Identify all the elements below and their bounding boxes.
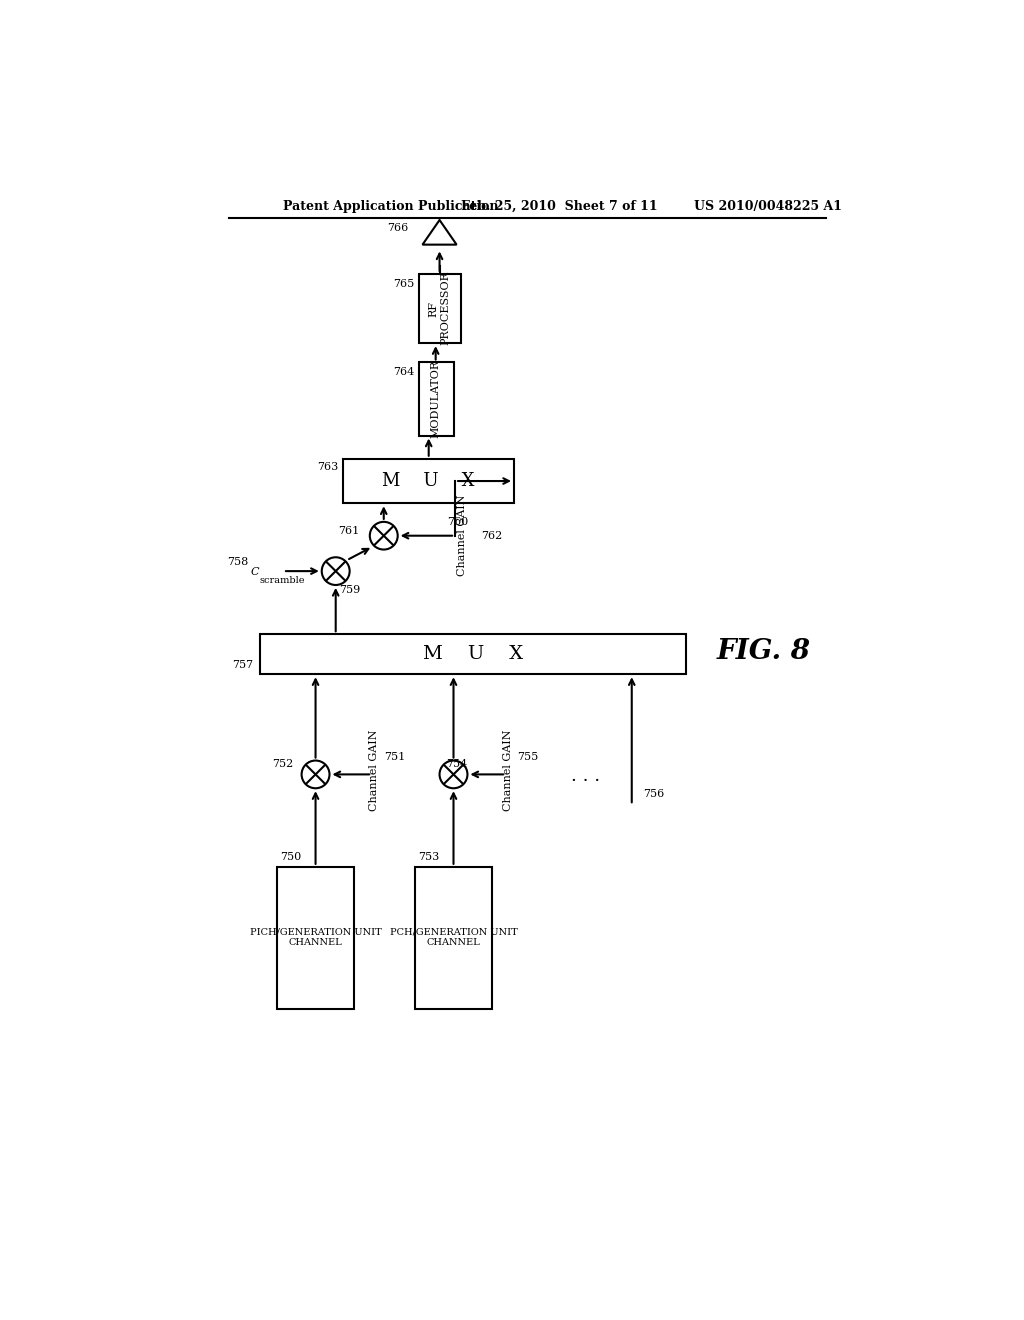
Text: 759: 759 bbox=[340, 585, 360, 595]
Text: 766: 766 bbox=[387, 223, 409, 232]
Text: 757: 757 bbox=[232, 660, 254, 671]
Text: FIG. 8: FIG. 8 bbox=[717, 638, 811, 665]
Text: scramble: scramble bbox=[260, 576, 305, 585]
Text: RF
PROCESSOR: RF PROCESSOR bbox=[429, 272, 451, 346]
Text: M    U    X: M U X bbox=[382, 473, 475, 490]
Text: 756: 756 bbox=[643, 789, 665, 800]
Text: . . .: . . . bbox=[570, 767, 600, 785]
Text: 753: 753 bbox=[418, 853, 439, 862]
Text: Feb. 25, 2010  Sheet 7 of 11: Feb. 25, 2010 Sheet 7 of 11 bbox=[461, 199, 657, 213]
Text: 755: 755 bbox=[517, 752, 539, 763]
Bar bbox=[415, 867, 493, 1010]
Bar bbox=[419, 363, 454, 436]
Text: PCH/GENERATION UNIT
CHANNEL: PCH/GENERATION UNIT CHANNEL bbox=[389, 928, 517, 948]
Text: Channel GAIN: Channel GAIN bbox=[503, 730, 513, 812]
Text: M    U    X: M U X bbox=[423, 645, 523, 663]
Text: 765: 765 bbox=[393, 279, 414, 289]
Text: 754: 754 bbox=[445, 759, 467, 768]
Text: PICH/GENERATION UNIT
CHANNEL: PICH/GENERATION UNIT CHANNEL bbox=[250, 928, 381, 948]
Bar bbox=[260, 635, 686, 675]
Text: Patent Application Publication: Patent Application Publication bbox=[283, 199, 499, 213]
Bar bbox=[276, 867, 354, 1010]
Text: 762: 762 bbox=[480, 531, 502, 541]
Bar bbox=[419, 275, 461, 343]
Text: 751: 751 bbox=[384, 752, 406, 763]
Text: 763: 763 bbox=[317, 462, 339, 471]
Text: MODULATOR: MODULATOR bbox=[431, 359, 440, 438]
Text: Channel GAIN: Channel GAIN bbox=[370, 730, 380, 812]
Text: US 2010/0048225 A1: US 2010/0048225 A1 bbox=[693, 199, 842, 213]
Text: 764: 764 bbox=[393, 367, 414, 378]
Text: 760: 760 bbox=[447, 517, 469, 527]
Text: 752: 752 bbox=[272, 759, 294, 768]
Bar bbox=[343, 459, 514, 503]
Text: 758: 758 bbox=[227, 557, 248, 566]
Text: 750: 750 bbox=[280, 853, 301, 862]
Text: 761: 761 bbox=[338, 527, 359, 536]
Text: Channel GAIN: Channel GAIN bbox=[458, 495, 467, 577]
Text: C: C bbox=[251, 566, 259, 577]
